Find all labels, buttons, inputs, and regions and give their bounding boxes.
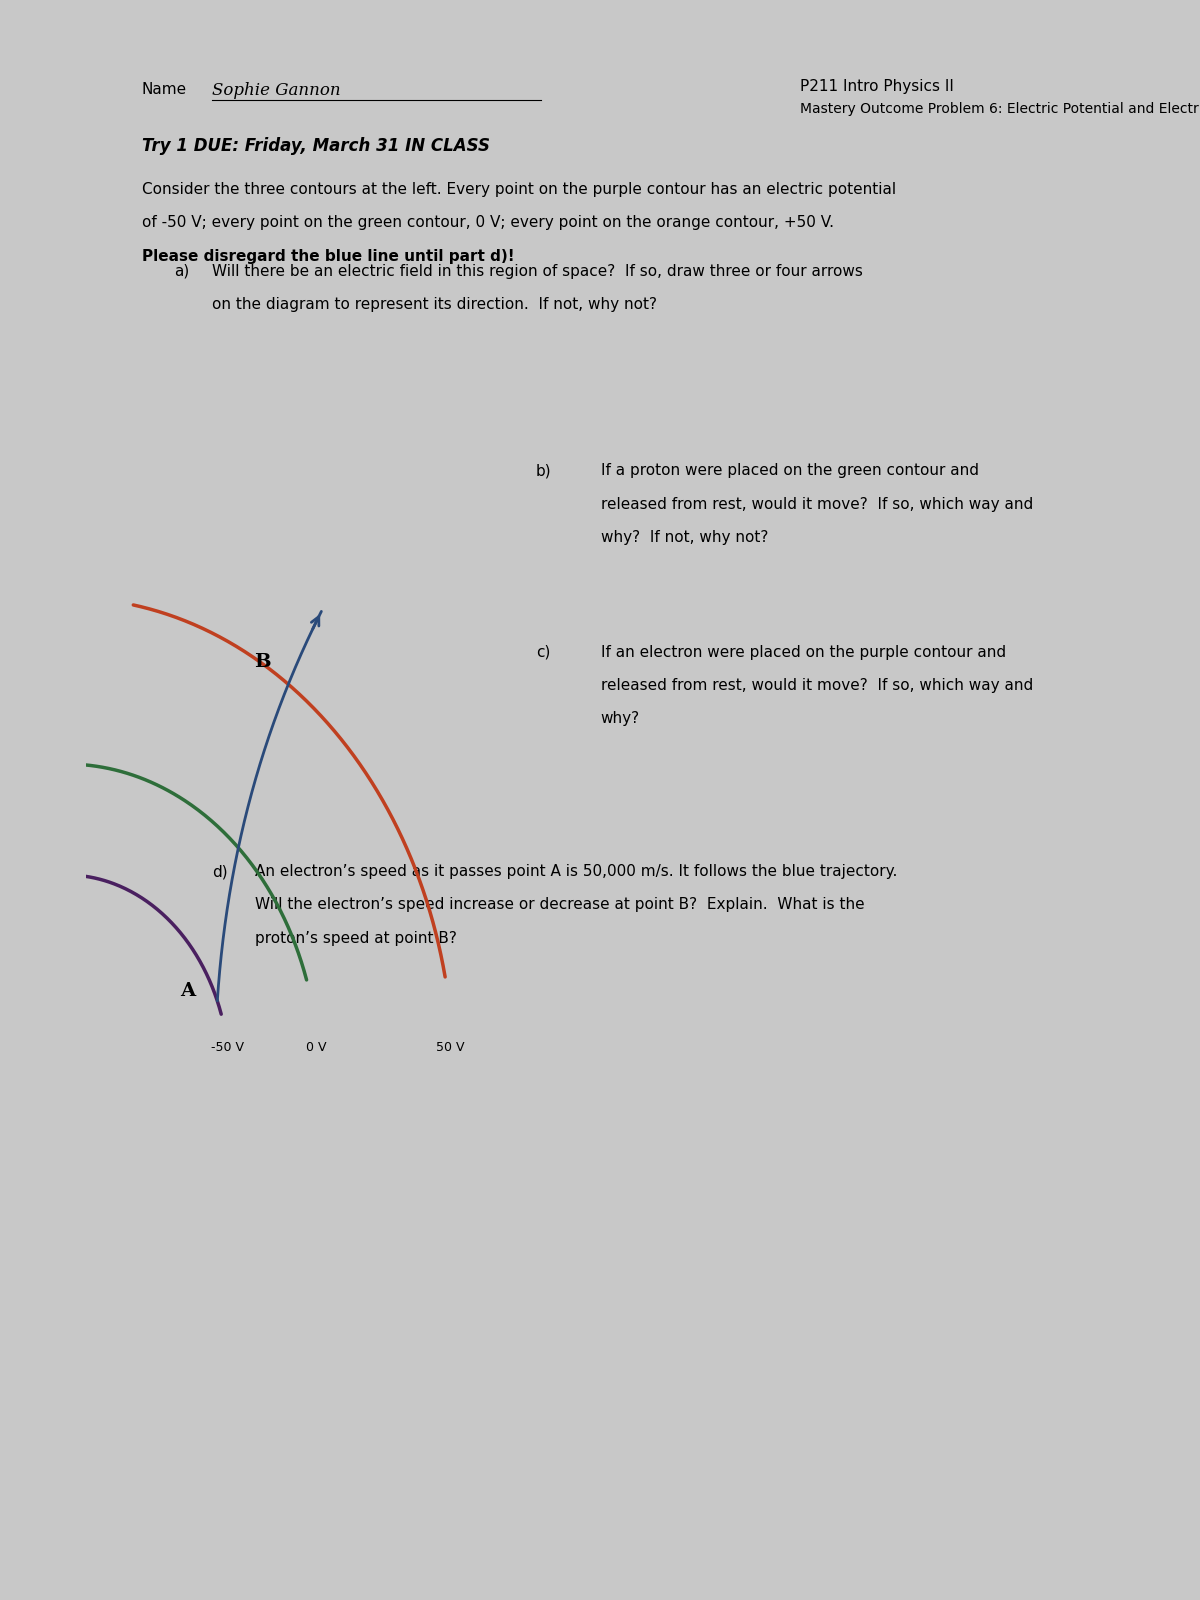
Text: a): a) <box>174 264 190 278</box>
Text: Try 1 DUE: Friday, March 31 IN CLASS: Try 1 DUE: Friday, March 31 IN CLASS <box>142 136 490 155</box>
Text: Will there be an electric field in this region of space?  If so, draw three or f: Will there be an electric field in this … <box>212 264 863 278</box>
Text: released from rest, would it move?  If so, which way and: released from rest, would it move? If so… <box>601 496 1033 512</box>
Text: Mastery Outcome Problem 6: Electric Potential and Electric Potential Energy: Mastery Outcome Problem 6: Electric Pote… <box>800 102 1200 115</box>
Text: B: B <box>253 653 270 670</box>
Text: Please disregard the blue line until part d)!: Please disregard the blue line until par… <box>142 248 515 264</box>
Text: P211 Intro Physics II: P211 Intro Physics II <box>800 80 954 94</box>
Text: c): c) <box>535 645 550 659</box>
Text: -50 V: -50 V <box>211 1042 244 1054</box>
Text: 50 V: 50 V <box>436 1042 464 1054</box>
Text: Consider the three contours at the left. Every point on the purple contour has a: Consider the three contours at the left.… <box>142 182 895 197</box>
Text: 0 V: 0 V <box>306 1042 326 1054</box>
Text: Name: Name <box>142 82 187 98</box>
Text: on the diagram to represent its direction.  If not, why not?: on the diagram to represent its directio… <box>212 298 656 312</box>
Text: A: A <box>180 982 196 1000</box>
Text: Will the electron’s speed increase or decrease at point B?  Explain.  What is th: Will the electron’s speed increase or de… <box>256 898 865 912</box>
Text: If an electron were placed on the purple contour and: If an electron were placed on the purple… <box>601 645 1006 659</box>
Text: of -50 V; every point on the green contour, 0 V; every point on the orange conto: of -50 V; every point on the green conto… <box>142 216 834 230</box>
Text: proton’s speed at point B?: proton’s speed at point B? <box>256 931 457 946</box>
Text: released from rest, would it move?  If so, which way and: released from rest, would it move? If so… <box>601 678 1033 693</box>
Text: d): d) <box>212 864 228 878</box>
Text: Sophie Gannon: Sophie Gannon <box>212 82 341 99</box>
Text: An electron’s speed as it passes point A is 50,000 m/s. It follows the blue traj: An electron’s speed as it passes point A… <box>256 864 898 878</box>
Text: b): b) <box>535 464 552 478</box>
Text: If a proton were placed on the green contour and: If a proton were placed on the green con… <box>601 464 979 478</box>
Text: why?: why? <box>601 712 640 726</box>
Text: why?  If not, why not?: why? If not, why not? <box>601 530 768 546</box>
